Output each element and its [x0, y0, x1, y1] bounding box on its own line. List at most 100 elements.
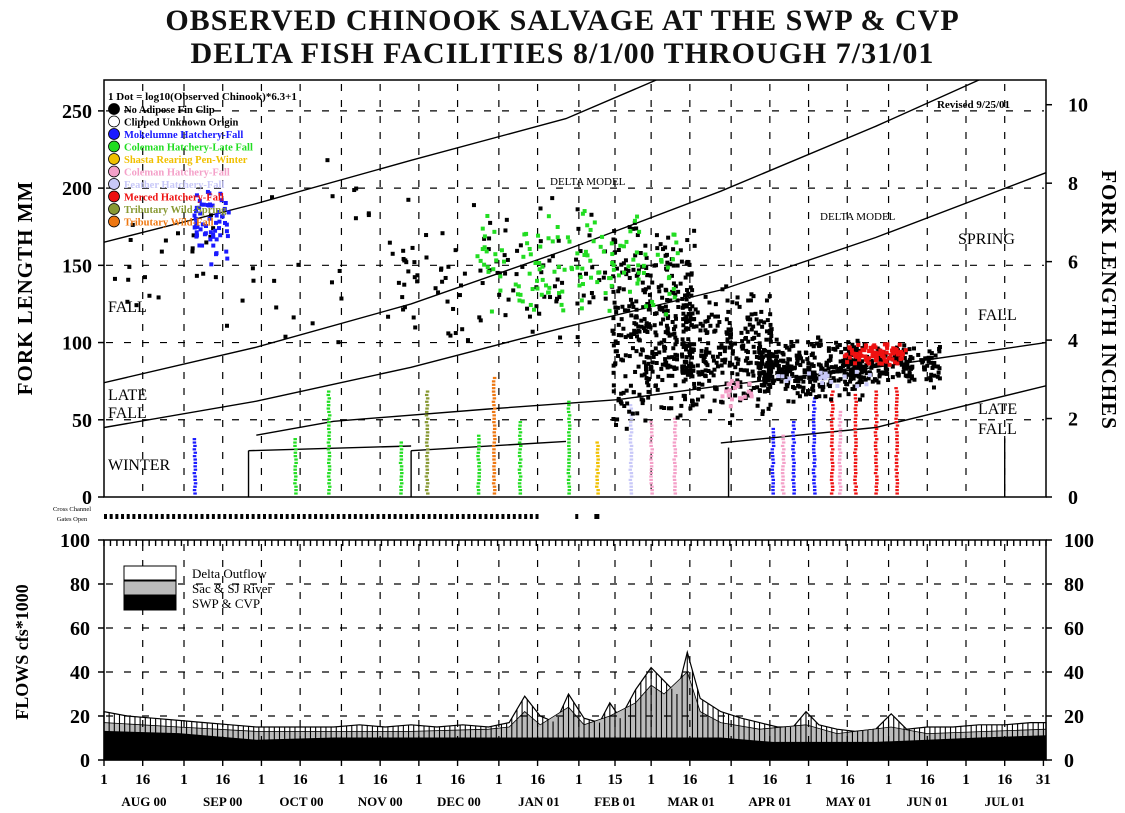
salvage-dot — [700, 369, 705, 374]
salvage-dot — [540, 264, 545, 269]
coded-dot — [629, 427, 634, 431]
salvage-dot — [471, 203, 476, 208]
salvage-dot — [650, 369, 655, 374]
salvage-dot — [767, 355, 772, 360]
salvage-dot — [925, 363, 930, 368]
salvage-dot — [687, 369, 692, 374]
salvage-dot — [611, 370, 616, 375]
coded-dot — [628, 468, 633, 471]
salvage-dot — [825, 373, 830, 378]
coded-dot — [492, 478, 497, 482]
salvage-dot — [250, 266, 255, 271]
coded-dot — [853, 475, 858, 478]
salvage-dot — [530, 329, 535, 334]
salvage-dot — [627, 409, 632, 414]
salvage-dot — [719, 363, 724, 368]
salvage-dot — [211, 234, 216, 239]
salvage-dot — [684, 261, 689, 266]
salvage-dot — [738, 396, 743, 401]
salvage-dot — [684, 355, 689, 360]
coded-dot — [399, 475, 404, 478]
salvage-dot — [686, 291, 691, 296]
salvage-dot — [673, 342, 678, 347]
salvage-dot — [697, 381, 702, 386]
salvage-dot — [673, 292, 678, 297]
salvage-dot — [858, 377, 863, 382]
salvage-dot — [542, 294, 547, 299]
salvage-dot — [756, 332, 761, 337]
gates-open-mark — [495, 514, 499, 519]
salvage-dot — [848, 377, 853, 382]
salvage-dot — [714, 387, 719, 392]
salvage-dot — [787, 376, 792, 381]
salvage-dot — [219, 198, 224, 203]
salvage-dot — [759, 383, 764, 388]
salvage-dot — [834, 340, 839, 345]
salvage-dot — [644, 354, 649, 359]
salvage-dot — [686, 363, 691, 368]
salvage-dot — [653, 330, 658, 335]
salvage-dot — [577, 283, 582, 288]
salvage-dot — [843, 346, 848, 351]
coded-dot — [791, 478, 795, 482]
salvage-dot — [776, 374, 781, 379]
coded-dot — [781, 441, 786, 444]
coded-dot — [650, 485, 654, 488]
coded-dot — [894, 438, 899, 441]
salvage-dot — [876, 354, 881, 359]
salvage-dot — [520, 299, 525, 304]
salvage-dot — [680, 296, 685, 301]
salvage-dot — [589, 290, 594, 295]
salvage-dot — [868, 345, 873, 350]
salvage-dot — [730, 300, 735, 305]
salvage-dot — [848, 379, 853, 384]
coded-dot — [293, 444, 297, 448]
salvage-dot — [634, 322, 639, 327]
salvage-dot — [855, 360, 860, 365]
salvage-dot — [683, 275, 688, 280]
salvage-dot — [700, 394, 705, 399]
coded-dot — [399, 468, 404, 471]
salvage-dot — [920, 360, 925, 365]
salvage-dot — [748, 360, 753, 365]
gates-open-mark — [302, 514, 306, 519]
salvage-dot — [544, 283, 549, 288]
salvage-dot — [194, 230, 199, 235]
gates-open-mark — [104, 514, 107, 519]
salvage-dot — [905, 362, 910, 367]
salvage-dot — [668, 262, 673, 267]
salvage-dot — [884, 371, 889, 376]
coded-dot — [518, 475, 523, 478]
coded-dot — [628, 404, 633, 407]
salvage-dot — [200, 243, 205, 248]
salvage-dot — [616, 289, 621, 294]
salvage-dot — [665, 365, 670, 370]
salvage-dot — [937, 366, 942, 371]
x-month-label: MAR 01 — [667, 794, 714, 809]
salvage-dot — [671, 281, 676, 286]
salvage-dot — [621, 244, 626, 249]
coded-dot — [517, 451, 522, 454]
coded-dot — [492, 455, 496, 458]
coded-dot — [399, 489, 403, 492]
salvage-dot — [824, 360, 829, 365]
salvage-dot — [650, 299, 655, 304]
salvage-dot — [628, 297, 633, 302]
coded-dot — [649, 455, 654, 458]
coded-dot — [492, 397, 497, 400]
x-tick-label: 1 — [495, 772, 503, 788]
salvage-dot — [636, 277, 641, 282]
coded-dot — [567, 451, 571, 454]
gates-open-mark — [262, 514, 266, 519]
salvage-dot — [644, 370, 649, 375]
salvage-dot — [765, 318, 770, 323]
salvage-dot — [886, 356, 891, 361]
salvage-dot — [723, 345, 728, 350]
salvage-dot — [762, 320, 767, 325]
coded-dot — [894, 404, 899, 407]
salvage-dot — [199, 202, 204, 207]
salvage-dot — [849, 361, 854, 366]
salvage-dot — [755, 385, 760, 390]
salvage-dot — [112, 276, 117, 281]
coded-dot — [853, 407, 858, 410]
